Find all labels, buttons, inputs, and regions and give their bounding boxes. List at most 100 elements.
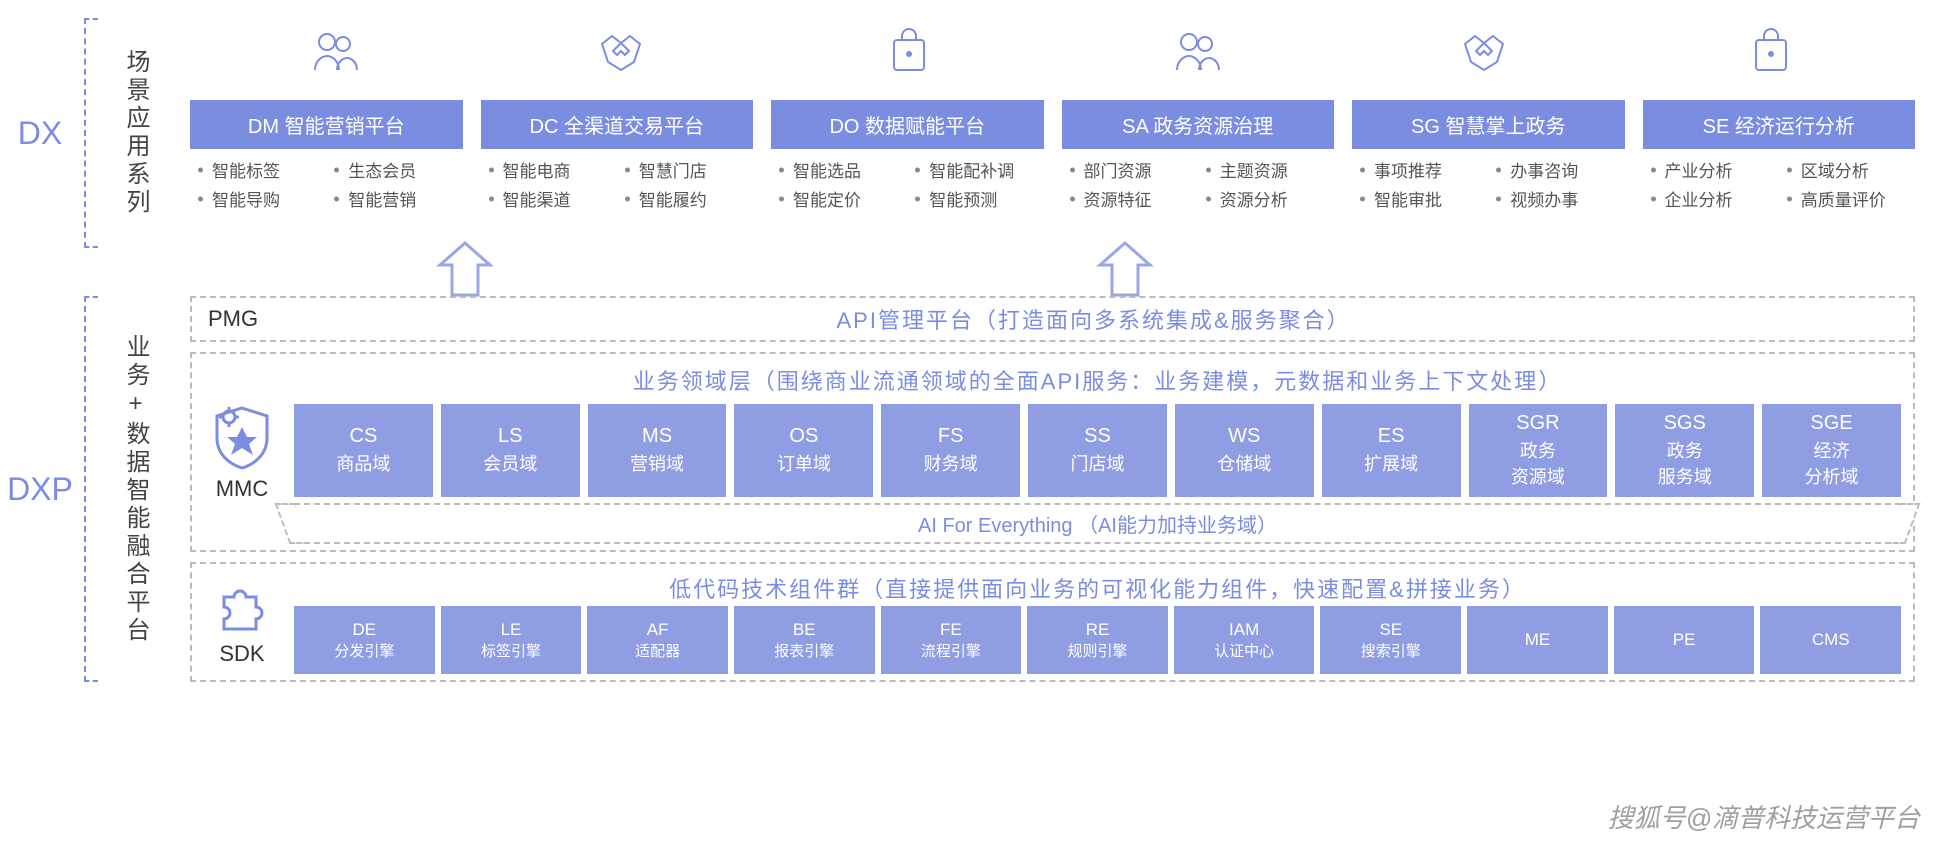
mmc-tile-code: SGR [1516,412,1559,435]
bracket-icon [80,296,100,682]
sdk-tile-label: 适配器 [635,640,680,661]
dx-card-feature: 智能标签 [190,155,326,184]
sdk-tile-code: PE [1673,630,1696,650]
dx-card-title: SG 智慧掌上政务 [1352,100,1625,149]
sdk-tile: CMS [1760,606,1901,674]
dx-card-feature: 高质量评价 [1779,184,1915,213]
bag-icon [884,26,934,81]
sdk-tile: PE [1614,606,1755,674]
shield-gear-icon [207,402,277,472]
sdk-tile: IAM认证中心 [1174,606,1315,674]
mmc-tile-code: LS [498,425,522,448]
dx-card-feature: 产业分析 [1643,155,1779,184]
dx-card-feature: 区域分析 [1779,155,1915,184]
mmc-tile-label: 扩展域 [1364,450,1418,476]
dx-card-feature: 智慧门店 [617,155,753,184]
dx-card-feature: 部门资源 [1062,155,1198,184]
mmc-block: MMC 业务领域层（围绕商业流通领域的全面API服务：业务建模，元数据和业务上下… [190,352,1915,552]
dx-card-title: SE 经济运行分析 [1643,100,1916,149]
pmg-text: API管理平台（打造面向多系统集成&服务聚合） [274,303,1913,335]
dx-code: DX [0,115,80,152]
mmc-tile: SS门店域 [1028,404,1167,497]
sdk-tile: RE规则引擎 [1027,606,1168,674]
mmc-tile-label: 会员域 [483,450,537,476]
people-icon [1171,26,1221,81]
dx-card-title: DO 数据赋能平台 [771,100,1044,149]
watermark-text: 搜狐号@滴普科技运营平台 [1608,798,1920,835]
mmc-tile-label: 政务 服务域 [1658,437,1712,489]
mmc-tile-code: FS [938,425,964,448]
ai-text-zh: （AI能力加持业务域） [1078,515,1277,537]
dx-card-feature: 智能预测 [907,184,1043,213]
dx-card: SE 经济运行分析产业分析区域分析企业分析高质量评价 [1643,100,1916,215]
sdk-tile-code: ME [1525,630,1551,650]
dx-card-feature: 智能导购 [190,184,326,213]
dx-card-row: DM 智能营销平台智能标签生态会员智能导购智能营销DC 全渠道交易平台智能电商智… [190,100,1915,215]
dx-card-feature: 视频办事 [1488,184,1624,213]
sdk-tile: ME [1467,606,1608,674]
sdk-tile: AF适配器 [587,606,728,674]
sdk-tile: BE报表引擎 [734,606,875,674]
puzzle-icon [212,577,272,637]
dx-card-feature: 智能审批 [1352,184,1488,213]
dx-card-feature: 生态会员 [326,155,462,184]
sdk-block: SDK 低代码技术组件群（直接提供面向业务的可视化能力组件，快速配置&拼接业务）… [190,562,1915,682]
handshake-icon [596,26,646,81]
sdk-title: 低代码技术组件群（直接提供面向业务的可视化能力组件，快速配置&拼接业务） [294,572,1901,604]
dx-card-feature: 智能履约 [617,184,753,213]
dx-card-feature: 事项推荐 [1352,155,1488,184]
sdk-tile-code: DE [353,620,377,640]
sdk-tile-label: 规则引擎 [1068,640,1128,661]
dxp-code: DXP [0,471,80,508]
mmc-tile-label: 商品域 [336,450,390,476]
bag-icon [1746,26,1796,81]
dx-card-feature: 办事咨询 [1488,155,1624,184]
mmc-tile-label: 政务 资源域 [1511,437,1565,489]
dx-card-title: DM 智能营销平台 [190,100,463,149]
sdk-tile-label: 报表引擎 [774,640,834,661]
mmc-tile-label: 订单域 [777,450,831,476]
mmc-tile-code: SGS [1664,412,1706,435]
dx-section-label: DX 场景应用系列 [0,18,180,248]
mmc-tile-code: MS [642,425,672,448]
dx-card-feature: 主题资源 [1198,155,1334,184]
dxp-vertical-label: 业务+数据智能融合平台 [118,334,153,645]
mmc-tile: SGE经济 分析域 [1762,404,1901,497]
dx-card-feature: 企业分析 [1643,184,1779,213]
mmc-tile-code: CS [350,425,378,448]
dx-card-feature: 智能定价 [771,184,907,213]
dxp-section-label: DXP 业务+数据智能融合平台 [0,296,180,682]
dx-card: DO 数据赋能平台智能选品智能配补调智能定价智能预测 [771,100,1044,215]
mmc-tile-label: 门店域 [1070,450,1124,476]
dx-card-feature: 智能配补调 [907,155,1043,184]
sdk-label: SDK [219,641,264,667]
dx-card: DM 智能营销平台智能标签生态会员智能导购智能营销 [190,100,463,215]
sdk-tile-code: LE [501,620,522,640]
pmg-bar: PMG API管理平台（打造面向多系统集成&服务聚合） [190,296,1915,342]
pmg-label: PMG [192,306,274,332]
mmc-tile: ES扩展域 [1322,404,1461,497]
mmc-label: MMC [216,476,269,502]
handshake-icon [1459,26,1509,81]
dx-card-title: DC 全渠道交易平台 [481,100,754,149]
mmc-tile-label: 财务域 [924,450,978,476]
mmc-tile-code: ES [1378,425,1405,448]
mmc-tile: CS商品域 [294,404,433,497]
sdk-tile-label: 标签引擎 [481,640,541,661]
sdk-tile-code: RE [1086,620,1110,640]
mmc-tile: LS会员域 [441,404,580,497]
sdk-tile-code: AF [647,620,669,640]
mmc-tile-code: SS [1084,425,1111,448]
dx-card: SA 政务资源治理部门资源主题资源资源特征资源分析 [1062,100,1335,215]
mmc-tile-label: 经济 分析域 [1805,437,1859,489]
ai-text-en: AI For Everything [918,515,1073,537]
sdk-tile-label: 搜索引擎 [1361,640,1421,661]
sdk-tile: FE流程引擎 [881,606,1022,674]
sdk-tile-code: CMS [1812,630,1850,650]
mmc-tile: WS仓储域 [1175,404,1314,497]
sdk-tile-code: SE [1379,620,1402,640]
mmc-tile: FS财务域 [881,404,1020,497]
people-icon [309,26,359,81]
ai-bar: AI For Everything （AI能力加持业务域） [294,503,1901,544]
dx-icon-row [190,18,1915,88]
